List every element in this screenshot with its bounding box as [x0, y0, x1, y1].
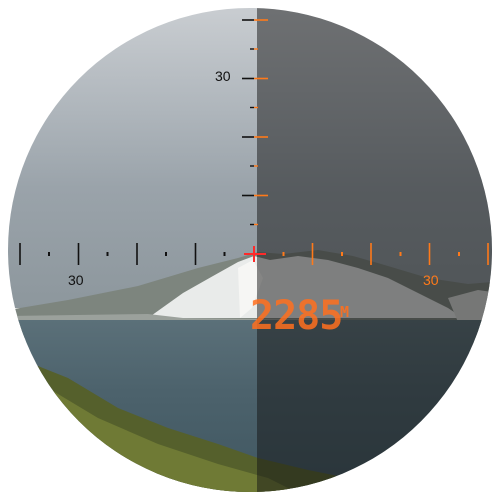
distance-unit: M [340, 303, 350, 321]
vertical-scale-label: 30 [215, 68, 231, 84]
grass-bank [8, 358, 362, 492]
distance-readout: 2285 [250, 293, 343, 339]
left-scale-label: 30 [68, 272, 84, 288]
scope-view [8, 8, 492, 492]
right-shaded-panel [257, 8, 492, 492]
right-scale-label: 30 [423, 272, 439, 288]
